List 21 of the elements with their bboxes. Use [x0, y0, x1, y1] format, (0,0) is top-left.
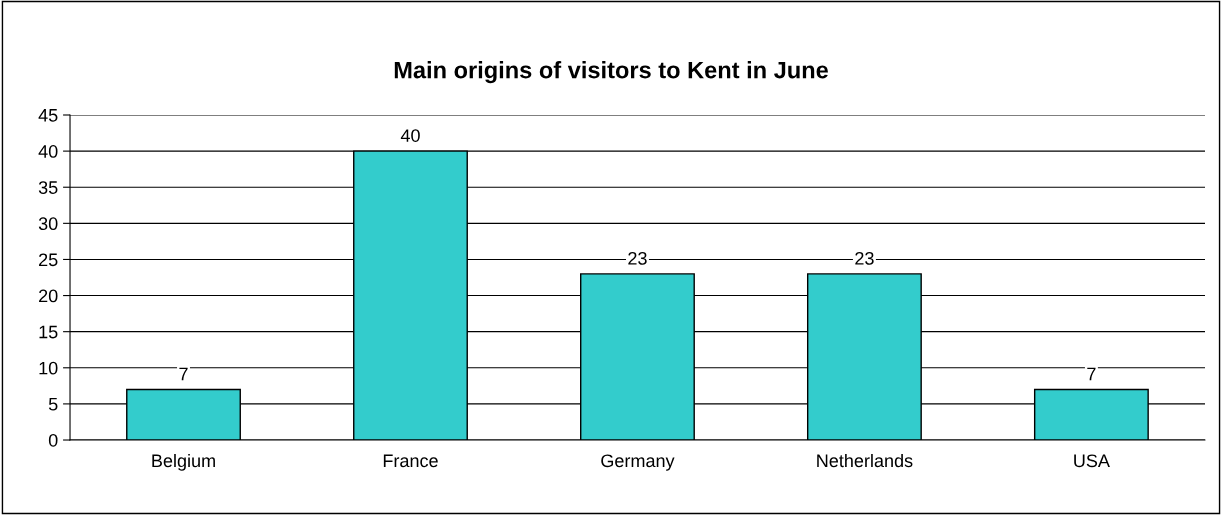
y-tick-label: 0 [48, 433, 58, 447]
data-label: 7 [179, 367, 188, 381]
x-tick-label: Germany [601, 454, 675, 471]
data-label: 23 [855, 251, 874, 265]
x-tick-label: Belgium [152, 453, 215, 471]
y-tick-label: 45 [38, 109, 58, 122]
y-tick-label: 40 [38, 145, 58, 158]
x-tick-label: France [383, 454, 438, 468]
y-tick-label: 5 [48, 398, 58, 411]
y-tick-label: 35 [38, 181, 58, 194]
y-tick-label: 30 [38, 217, 58, 231]
x-tick-label: Netherlands [817, 453, 913, 468]
data-label: 7 [1087, 367, 1096, 381]
y-tick-label: 25 [39, 253, 58, 267]
y-tick-label: 10 [39, 361, 58, 375]
chart-title: Main origins of visitors to Kent in June [394, 61, 828, 84]
x-tick-label: USA [1074, 454, 1110, 468]
y-tick-label: 15 [39, 325, 58, 339]
data-label: 40 [400, 129, 420, 142]
y-tick-label: 20 [39, 289, 58, 303]
data-label: 23 [628, 251, 647, 265]
